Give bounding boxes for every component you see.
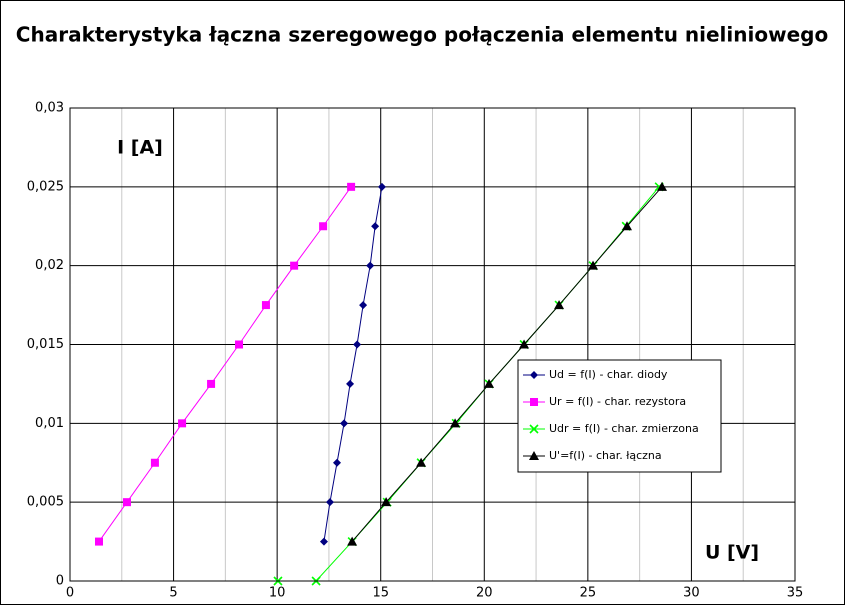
- point: [333, 458, 342, 467]
- x-tick-label: 0: [66, 586, 74, 601]
- point: [95, 537, 103, 546]
- point: [235, 340, 244, 349]
- legend-marker: [529, 451, 539, 460]
- point: [150, 458, 159, 467]
- legend-marker: [530, 371, 538, 379]
- y-tick-label: 0,03: [35, 101, 64, 116]
- x-tick-label: 15: [372, 586, 389, 601]
- point: [261, 301, 270, 310]
- chart-title: Charakterystyka łączna szeregowego połąc…: [16, 23, 828, 47]
- x-tick-label: 5: [169, 586, 177, 601]
- point: [359, 301, 368, 310]
- point: [290, 261, 299, 270]
- point: [347, 536, 358, 546]
- y-tick-label: 0,005: [27, 495, 64, 510]
- y-tick-label: 0,01: [35, 416, 64, 431]
- x-tick-label: 20: [476, 586, 493, 601]
- y-tick-label: 0,025: [27, 179, 64, 194]
- point: [178, 419, 187, 428]
- point: [340, 419, 349, 428]
- legend-label: U'=f(I) - char. łączna: [549, 449, 662, 462]
- legend-marker: [529, 424, 539, 434]
- point: [122, 498, 131, 507]
- legend-box: [517, 359, 722, 473]
- point: [346, 379, 355, 388]
- x-tick-label: 35: [787, 586, 804, 601]
- point: [325, 498, 334, 507]
- point: [207, 379, 216, 388]
- series-line: [323, 186, 383, 542]
- point: [347, 182, 356, 191]
- legend-label: Ur = f(I) - char. rezystora: [549, 395, 686, 408]
- point: [353, 340, 362, 349]
- series-line: [98, 186, 352, 542]
- point: [319, 537, 328, 546]
- x-tick-label: 25: [580, 586, 597, 601]
- x-tick-label: 10: [269, 586, 286, 601]
- y-tick-label: 0: [56, 574, 64, 589]
- legend-marker: [530, 398, 538, 406]
- point: [622, 221, 633, 231]
- point: [519, 339, 530, 349]
- point: [371, 222, 380, 231]
- point: [484, 378, 495, 388]
- point: [588, 260, 599, 270]
- point: [381, 497, 392, 507]
- point: [377, 182, 386, 191]
- x-axis-annotation: U [V]: [705, 542, 759, 564]
- y-tick-label: 0,015: [27, 337, 64, 352]
- y-axis-annotation: I [A]: [117, 137, 163, 159]
- x-tick-label: 30: [683, 586, 700, 601]
- legend-label: Ud = f(I) - char. diody: [549, 368, 668, 381]
- point: [450, 418, 461, 428]
- series-line: [351, 186, 663, 542]
- point: [366, 261, 375, 270]
- point: [416, 457, 427, 467]
- plot-border: [69, 107, 796, 582]
- point: [319, 222, 328, 231]
- y-tick-label: 0,02: [35, 258, 64, 273]
- point: [554, 300, 565, 310]
- point: [657, 181, 668, 191]
- legend-label: Udr = f(I) - char. zmierzona: [549, 422, 699, 435]
